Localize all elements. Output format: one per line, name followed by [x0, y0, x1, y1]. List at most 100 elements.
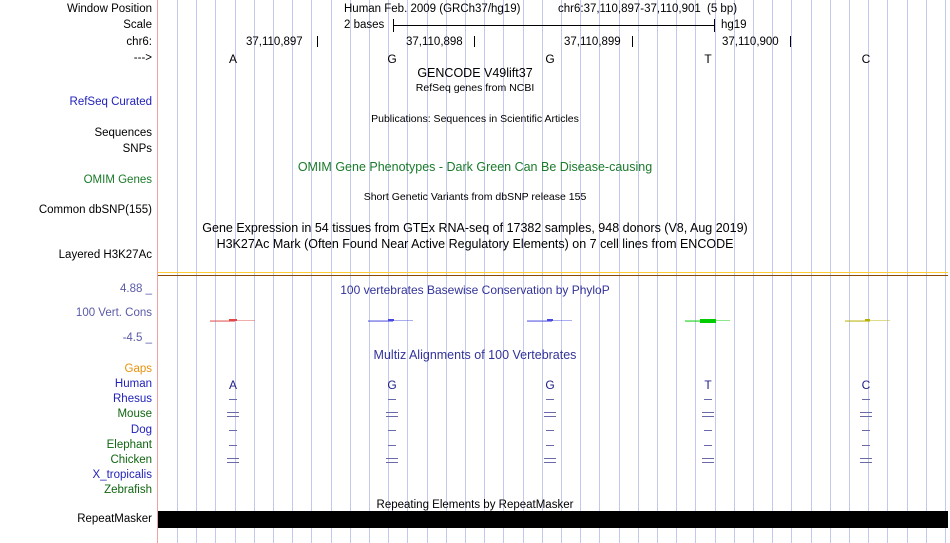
- align-gap-dash: [546, 399, 554, 400]
- track-title-dbsnp: Short Genetic Variants from dbSNP releas…: [363, 191, 587, 203]
- align-gap-dash: [388, 430, 396, 431]
- conservation-bar-tail: [368, 321, 393, 322]
- species-label-mouse[interactable]: Mouse: [117, 408, 152, 420]
- conservation-bar-tail: [685, 321, 710, 322]
- align-double-gap-dash: [702, 412, 714, 413]
- sequence-base-g: G: [545, 52, 555, 66]
- species-label-zebrafish[interactable]: Zebrafish: [104, 484, 152, 496]
- ruler-tick: [790, 36, 791, 47]
- align-double-gap-dash: [227, 462, 239, 463]
- scale-bar-tick-left: [393, 19, 394, 32]
- align-gap-dash: [546, 445, 554, 446]
- sequence-base-t: T: [704, 52, 712, 66]
- track-title-multiz: Multiz Alignments of 100 Vertebrates: [373, 348, 577, 362]
- row-label-omim-genes[interactable]: OMIM Genes: [83, 174, 152, 186]
- align-double-gap-dash: [702, 416, 714, 417]
- align-gap-dash: [862, 430, 870, 431]
- sequence-base-a: A: [228, 52, 237, 66]
- ruler-position-label: 37,110,898: [406, 36, 463, 48]
- align-gap-dash: [862, 399, 870, 400]
- row-label-window-position: Window Position: [66, 3, 152, 15]
- scale-bar-tick-right: [714, 19, 715, 32]
- align-double-gap-dash: [860, 458, 872, 459]
- scale-bar-label: 2 bases: [344, 19, 385, 31]
- track-title-omim: OMIM Gene Phenotypes - Dark Green Can Be…: [297, 160, 653, 174]
- row-label-gaps[interactable]: Gaps: [124, 363, 153, 375]
- track-title-gtex: Gene Expression in 54 tissues from GTEx …: [202, 221, 748, 235]
- species-label-dog[interactable]: Dog: [130, 424, 152, 436]
- align-gap-dash: [862, 445, 870, 446]
- assembly-db-label: hg19: [721, 19, 747, 31]
- species-label-rhesus[interactable]: Rhesus: [113, 393, 152, 405]
- track-title-h3k27ac: H3K27Ac Mark (Often Found Near Active Re…: [216, 237, 734, 251]
- h3k27ac-baseline: [158, 275, 948, 276]
- row-label-strand-arrow: --->: [133, 52, 152, 64]
- align-base: A: [228, 378, 237, 392]
- track-title-repeatmasker: Repeating Elements by RepeatMasker: [376, 499, 574, 511]
- ruler-position-label: 37,110,900: [722, 36, 779, 48]
- align-gap-dash: [704, 399, 712, 400]
- align-gap-dash: [229, 399, 237, 400]
- align-double-gap-dash: [544, 412, 556, 413]
- position-span: (5 bp): [707, 3, 738, 15]
- sequence-base-c: C: [861, 52, 871, 66]
- align-double-gap-dash: [386, 462, 398, 463]
- row-label-layered-h3k27ac[interactable]: Layered H3K27Ac: [58, 249, 152, 261]
- align-double-gap-dash: [544, 458, 556, 459]
- row-label-cons[interactable]: 100 Vert. Cons: [75, 307, 152, 319]
- align-double-gap-dash: [702, 458, 714, 459]
- align-gap-dash: [388, 445, 396, 446]
- row-label-refseq-curated[interactable]: RefSeq Curated: [69, 96, 152, 108]
- align-gap-dash: [229, 445, 237, 446]
- align-double-gap-dash: [544, 462, 556, 463]
- cons-axis-max-label: 4.88 _: [120, 283, 152, 295]
- align-gap-dash: [704, 445, 712, 446]
- track-title-refseq-ncbi: RefSeq genes from NCBI: [415, 82, 535, 94]
- repeatmasker-bar[interactable]: [158, 511, 948, 528]
- assembly-title: Human Feb. 2009 (GRCh37/hg19): [344, 3, 521, 15]
- align-double-gap-dash: [386, 412, 398, 413]
- align-gap-dash: [229, 430, 237, 431]
- align-double-gap-dash: [860, 462, 872, 463]
- species-label-human[interactable]: Human: [114, 378, 152, 390]
- h3k27ac-fill-line: [158, 272, 948, 273]
- align-double-gap-dash: [860, 412, 872, 413]
- conservation-bar-tail: [210, 321, 235, 322]
- row-label-scale: Scale: [123, 19, 152, 31]
- row-label-snps[interactable]: SNPs: [122, 143, 152, 155]
- align-base: T: [704, 378, 712, 392]
- conservation-bar-core: [546, 319, 553, 321]
- align-double-gap-dash: [860, 416, 872, 417]
- species-label-elephant[interactable]: Elephant: [106, 439, 152, 451]
- row-label-common-dbsnp[interactable]: Common dbSNP(155): [38, 204, 152, 216]
- align-gap-dash: [704, 430, 712, 431]
- species-label-chicken[interactable]: Chicken: [110, 454, 152, 466]
- conservation-bar-tail: [527, 321, 552, 322]
- align-double-gap-dash: [227, 416, 239, 417]
- align-double-gap-dash: [227, 412, 239, 413]
- align-double-gap-dash: [386, 416, 398, 417]
- ruler-tick: [632, 36, 633, 47]
- align-base: G: [545, 378, 555, 392]
- align-base: C: [861, 378, 871, 392]
- row-label-repeatmasker[interactable]: RepeatMasker: [77, 513, 152, 525]
- scale-bar-line: [393, 25, 714, 26]
- ruler-position-label: 37,110,897: [246, 36, 303, 48]
- species-label-x_tropicalis[interactable]: X_tropicalis: [92, 469, 152, 481]
- align-base: G: [387, 378, 397, 392]
- ruler-tick: [317, 36, 318, 47]
- align-double-gap-dash: [544, 416, 556, 417]
- sequence-base-g: G: [387, 52, 397, 66]
- conservation-bar-core: [865, 319, 870, 321]
- ruler-position-label: 37,110,899: [564, 36, 621, 48]
- position-text: chr6:37,110,897-37,110,901: [558, 3, 701, 15]
- row-label-chrom: chr6:: [126, 36, 152, 48]
- conservation-bar-core: [387, 319, 394, 321]
- conservation-bar-core: [228, 319, 237, 321]
- align-double-gap-dash: [702, 462, 714, 463]
- ruler-tick: [474, 36, 475, 47]
- track-title-phylop: 100 vertebrates Basewise Conservation by…: [340, 283, 610, 297]
- align-double-gap-dash: [386, 458, 398, 459]
- cons-axis-min-label: -4.5 _: [122, 332, 152, 344]
- row-label-sequences[interactable]: Sequences: [94, 127, 152, 139]
